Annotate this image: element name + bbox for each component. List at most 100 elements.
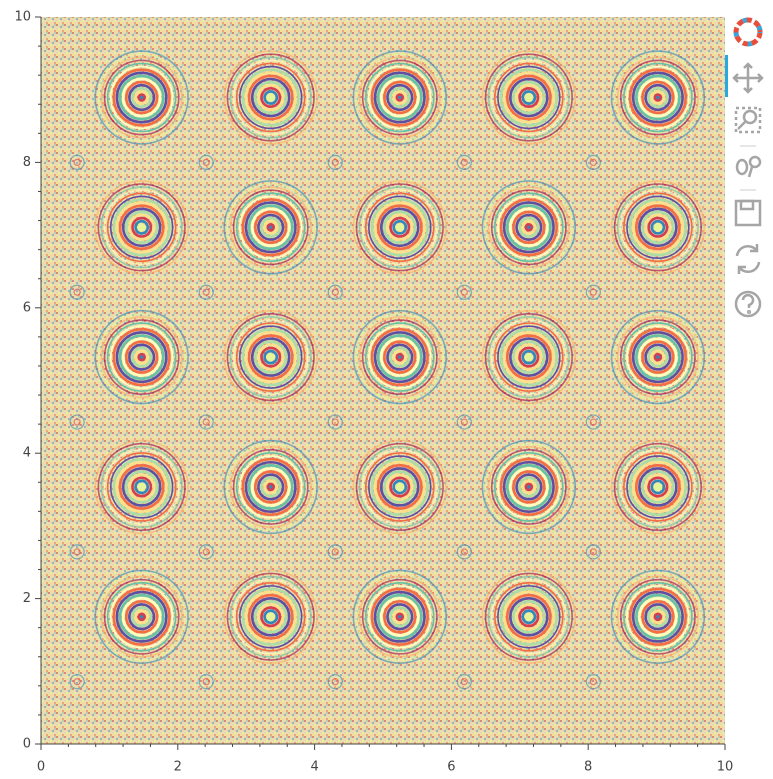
ring	[100, 445, 183, 528]
ring	[232, 189, 309, 266]
ring	[487, 56, 570, 139]
ring	[370, 587, 429, 646]
ring	[247, 464, 294, 510]
ring-small	[327, 674, 343, 690]
ring	[631, 460, 684, 513]
ring	[509, 207, 549, 248]
box-zoom-tool[interactable]	[734, 106, 762, 134]
ring	[484, 183, 573, 272]
ring-small	[331, 678, 339, 686]
ring	[389, 216, 411, 238]
ring	[128, 473, 156, 501]
ring-small	[460, 158, 468, 166]
ring	[616, 316, 699, 399]
ring	[650, 349, 666, 365]
wheel-zoom-tool[interactable]	[735, 155, 762, 178]
ring	[358, 56, 441, 139]
ring	[263, 609, 279, 625]
ring	[515, 343, 543, 371]
ring	[641, 600, 675, 634]
y-tick-label: 8	[23, 155, 31, 170]
ring	[97, 183, 186, 272]
ring	[509, 467, 549, 507]
ring	[244, 71, 297, 124]
ring	[121, 596, 162, 637]
ring-cluster	[94, 569, 189, 664]
reset-tool[interactable]	[735, 244, 761, 274]
ring	[121, 77, 162, 118]
ring-small	[327, 284, 343, 300]
ring	[623, 581, 693, 652]
y-tick-label: 2	[23, 591, 31, 606]
help-tool[interactable]	[734, 290, 762, 318]
ring	[103, 319, 180, 396]
ring	[97, 442, 186, 532]
ring-small	[589, 418, 597, 426]
ring	[626, 455, 690, 519]
ring	[653, 352, 663, 362]
ring-small	[585, 154, 601, 170]
ring-small	[585, 284, 601, 300]
ring	[613, 572, 702, 661]
ring	[134, 609, 150, 625]
ring	[628, 587, 687, 646]
ring	[610, 309, 706, 405]
ring	[518, 606, 540, 628]
pan-tool[interactable]	[732, 62, 764, 94]
ring-small	[327, 154, 343, 170]
ring	[100, 316, 183, 399]
ring	[644, 343, 672, 371]
ring	[223, 50, 318, 145]
ring	[223, 439, 318, 535]
ring	[370, 68, 429, 127]
ring	[137, 352, 146, 362]
ring	[494, 62, 564, 133]
ring	[386, 343, 414, 371]
ring	[368, 455, 432, 519]
x-tick-label: 10	[717, 760, 734, 775]
ring	[379, 596, 420, 637]
save-tool[interactable]	[734, 199, 762, 227]
ring-cluster	[481, 180, 577, 275]
ring-cluster	[352, 569, 447, 664]
ring	[487, 445, 570, 528]
y-tick-label: 0	[23, 737, 31, 752]
ring	[650, 479, 666, 495]
ring	[112, 457, 171, 517]
ring	[131, 346, 153, 368]
ring	[106, 192, 177, 263]
ring	[505, 74, 552, 121]
ring	[368, 325, 432, 389]
ring-small	[69, 674, 85, 690]
ring	[103, 59, 180, 136]
ring	[481, 309, 577, 405]
ring	[524, 612, 534, 622]
ring-small	[73, 678, 81, 686]
ring	[515, 473, 543, 501]
ring	[257, 213, 285, 241]
bokeh-logo[interactable]	[733, 17, 763, 47]
ring	[641, 210, 675, 245]
ring	[134, 349, 150, 365]
ring	[244, 460, 297, 513]
ring-cluster	[610, 569, 706, 664]
ring	[128, 343, 156, 371]
ring	[257, 343, 285, 371]
ring-cluster	[223, 309, 318, 405]
ring	[109, 455, 174, 519]
ring-small	[198, 154, 214, 170]
ring-small	[331, 288, 339, 296]
ring	[623, 192, 693, 263]
ring	[244, 331, 297, 384]
ring	[232, 449, 309, 525]
ring	[232, 319, 309, 396]
ring-small	[585, 544, 601, 560]
ring	[260, 86, 282, 108]
ring	[103, 578, 180, 655]
ring	[499, 587, 558, 646]
ring	[524, 482, 534, 492]
ring	[386, 603, 414, 631]
ring	[389, 606, 411, 628]
ring	[263, 349, 279, 365]
ring-small	[589, 678, 597, 686]
